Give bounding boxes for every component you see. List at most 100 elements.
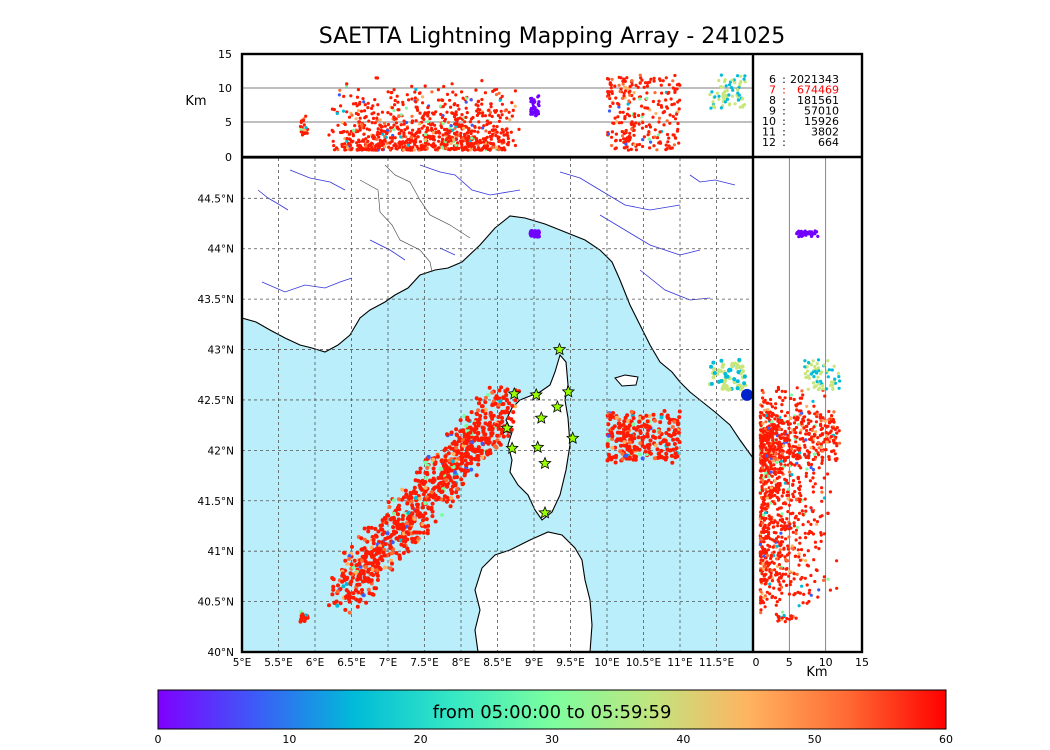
svg-text:664: 664 xyxy=(818,136,839,149)
graticule xyxy=(242,158,753,652)
lat-tick-label: 43°N xyxy=(208,345,234,357)
lon-tick-label: 6°E xyxy=(306,657,325,669)
station-star-icon xyxy=(552,342,567,356)
lat-tick-label: 42°N xyxy=(208,445,234,457)
svg-text:7: 7 xyxy=(769,84,776,97)
side-altitude-tick-label: 15 xyxy=(855,656,869,669)
elba xyxy=(614,374,639,387)
station-table-row: 8:181561 xyxy=(769,94,839,107)
station-markers xyxy=(500,342,580,519)
station-table-row: 7:674469 xyxy=(769,84,839,97)
lon-tick-label: 5.5°E xyxy=(264,657,293,669)
lat-tick-label: 42.5°N xyxy=(198,395,234,407)
svg-text:3802: 3802 xyxy=(811,126,839,139)
station-star-icon xyxy=(538,456,552,470)
colorbar: 0 10 20 30 40 50 60 xyxy=(155,689,953,746)
svg-text::: : xyxy=(782,94,786,107)
svg-text::: : xyxy=(782,84,786,97)
lon-tick-label: 8.5°E xyxy=(483,657,512,669)
svg-text:57010: 57010 xyxy=(804,105,839,118)
lon-tick-label: 6.5°E xyxy=(337,657,366,669)
svg-text::: : xyxy=(782,136,786,149)
lat-tick-label: 40°N xyxy=(208,647,234,659)
svg-text::: : xyxy=(782,105,786,118)
colorbar-tick-label: 30 xyxy=(545,733,559,746)
lon-tick-label: 9.5°E xyxy=(556,657,585,669)
side-altitude-tick-label: 10 xyxy=(819,656,833,669)
colorbar-tick-label: 20 xyxy=(414,733,428,746)
station-star-icon xyxy=(530,440,545,454)
svg-text:11: 11 xyxy=(762,126,776,139)
station-star-icon xyxy=(566,431,580,444)
colorbar-tick-label: 10 xyxy=(282,733,296,746)
svg-text:9: 9 xyxy=(769,105,776,118)
mainland xyxy=(242,158,753,459)
svg-text::: : xyxy=(782,73,786,86)
axes: 15 10 5 0 Km 5°E 5.5°E 6°E 6.5°E 7°E 7.5°E 8°E 8.5°E… xyxy=(185,48,869,680)
station-table-row: 10: 15926 xyxy=(762,115,839,128)
lon-tick-label: 11.5°E xyxy=(699,657,734,669)
lon-tick-label: 5°E xyxy=(233,657,252,669)
lon-tick-label: 10.5°E xyxy=(626,657,661,669)
lightning-sources xyxy=(298,229,753,624)
colorbar-tick-label: 60 xyxy=(939,733,953,746)
station-star-icon xyxy=(561,384,575,398)
lon-tick-label: 9°E xyxy=(525,657,544,669)
svg-text:674469: 674469 xyxy=(797,84,839,97)
svg-text:2021343: 2021343 xyxy=(790,73,839,86)
lon-tick-label: 7°E xyxy=(379,657,398,669)
side-altitude-axis-label: Km xyxy=(806,665,827,680)
lat-tick-label: 40.5°N xyxy=(198,597,234,609)
station-table-row: 9: 57010 xyxy=(769,105,839,118)
lat-tick-label: 44.5°N xyxy=(198,193,234,205)
lon-tick-label: 10°E xyxy=(594,657,619,669)
station-table-row: 11: 3802 xyxy=(762,126,839,139)
station-star-icon xyxy=(507,386,521,400)
lat-tick-label: 41°N xyxy=(208,546,234,558)
lon-tick-label: 7.5°E xyxy=(410,657,439,669)
lightning-altitude-lat xyxy=(758,229,842,624)
altitude-tick-label: 10 xyxy=(218,82,232,95)
station-star-icon xyxy=(534,411,548,424)
altitude-axis-label: Km xyxy=(185,94,206,109)
svg-text::: : xyxy=(782,115,786,128)
plan-view-map xyxy=(241,157,754,653)
lat-tick-label: 41.5°N xyxy=(198,496,234,508)
lat-tick-label: 44°N xyxy=(208,244,234,256)
svg-text:6: 6 xyxy=(769,73,776,86)
side-altitude-tick-label: 5 xyxy=(786,656,793,669)
corsica xyxy=(505,353,571,521)
station-star-icon xyxy=(505,441,519,455)
svg-text:15926: 15926 xyxy=(804,115,839,128)
lon-tick-label: 11°E xyxy=(667,657,692,669)
svg-text:10: 10 xyxy=(762,115,776,128)
svg-text:181561: 181561 xyxy=(797,94,839,107)
station-star-icon xyxy=(538,505,552,519)
lon-tick-label: 8°E xyxy=(452,657,471,669)
colorbar-tick-label: 0 xyxy=(155,733,162,746)
altitude-tick-label: 0 xyxy=(225,151,232,164)
station-table-row: 6:2021343 xyxy=(769,73,839,86)
svg-text:12: 12 xyxy=(762,136,776,149)
altitude-tick-label: 5 xyxy=(225,116,232,129)
lat-tick-label: 43.5°N xyxy=(198,294,234,306)
lightning-altitude-lon xyxy=(298,73,747,152)
land-masses xyxy=(242,158,753,652)
svg-text::: : xyxy=(782,126,786,139)
station-star-icon xyxy=(500,421,514,434)
lat-altitude-panel xyxy=(753,158,862,652)
colorbar-tick-label: 50 xyxy=(808,733,822,746)
colorbar-gradient xyxy=(157,689,947,730)
station-star-icon xyxy=(529,387,543,401)
station-count-panel: 6:20213437:6744698:1815619:5701010:15926… xyxy=(753,54,862,157)
altitude-tick-label: 15 xyxy=(218,48,232,61)
station-star-icon xyxy=(550,399,565,413)
lon-altitude-panel xyxy=(242,54,753,157)
side-altitude-tick-label: 0 xyxy=(753,656,760,669)
svg-text:8: 8 xyxy=(769,94,776,107)
outer-frame xyxy=(240,52,864,654)
page-title: SAETTA Lightning Mapping Array - 241025 xyxy=(318,24,786,49)
colorbar-label: from 05:00:00 to 05:59:59 xyxy=(432,702,672,723)
colorbar-tick-label: 40 xyxy=(676,733,690,746)
